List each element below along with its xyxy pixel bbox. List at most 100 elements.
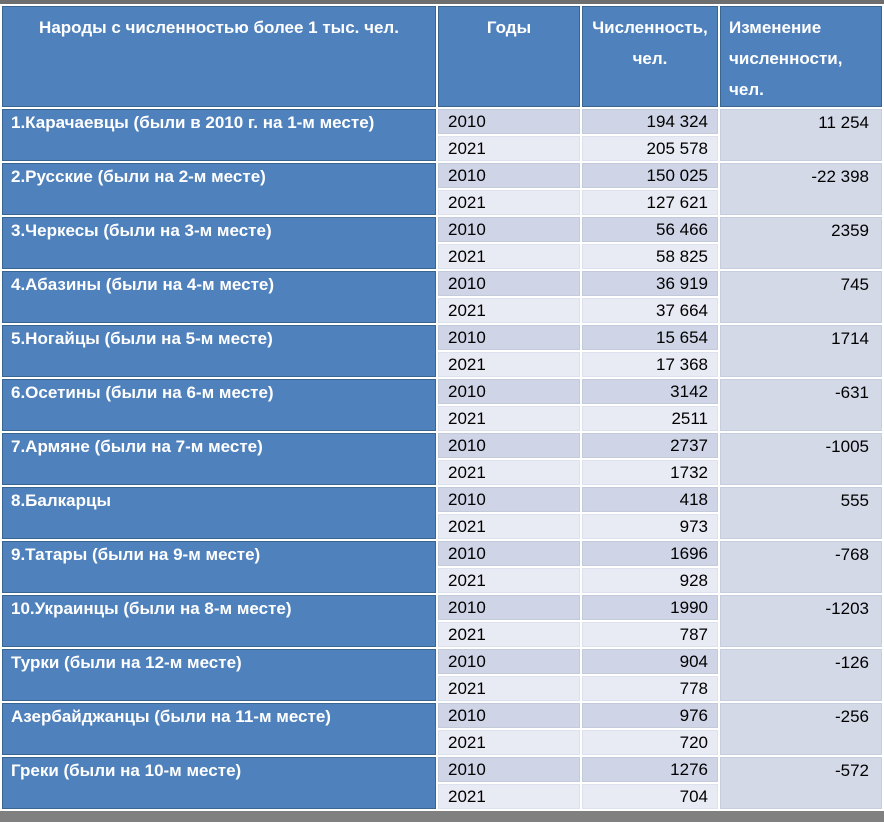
population-change-value: 555 (720, 487, 882, 539)
table-row: 4.Абазины (были на 4-м месте) 2010 36 919 7… (2, 271, 882, 323)
ethnic-group-name: 6.Осетины (были на 6-м месте) (2, 379, 436, 431)
population-2010-value: 976 (582, 703, 718, 728)
ethnic-group-name: Турки (были на 12-м месте) (2, 649, 436, 701)
population-2010-value: 1696 (582, 541, 718, 566)
table-row: 3.Черкесы (были на 3-м месте) 2010 56 466 2… (2, 217, 882, 269)
population-2010-value: 3142 (582, 379, 718, 404)
population-table: Народы с численностью более 1 тыс. чел. … (0, 4, 884, 811)
population-change-value: -126 (720, 649, 882, 701)
population-2021-value: 2511 (582, 406, 718, 431)
population-2021-value: 1732 (582, 460, 718, 485)
year-label-2021: 2021 (438, 784, 580, 809)
year-label-2010: 2010 (438, 217, 580, 242)
population-2021-value: 720 (582, 730, 718, 755)
population-2021-value: 58 825 (582, 244, 718, 269)
year-label-2021: 2021 (438, 352, 580, 377)
year-label-2021: 2021 (438, 676, 580, 701)
year-label-2021: 2021 (438, 298, 580, 323)
population-2021-value: 17 368 (582, 352, 718, 377)
year-label-2010: 2010 (438, 649, 580, 674)
population-change-value: 745 (720, 271, 882, 323)
table-row: 2021 205 578 (2, 136, 882, 161)
population-2021-value: 205 578 (582, 136, 718, 161)
table-row: 10.Украинцы (были на 8-м месте) 2010 1990-… (2, 595, 882, 647)
population-2021-value: 37 664 (582, 298, 718, 323)
table-header: Народы с численностью более 1 тыс. чел. … (2, 6, 882, 107)
ethnic-group-name: Греки (были на 10-м месте) (2, 757, 436, 809)
year-label-2021: 2021 (438, 568, 580, 593)
table-row: Азербайджанцы (были на 11-м месте) 2010 97… (2, 703, 882, 755)
year-label-2010: 2010 (438, 541, 580, 566)
population-change-value: 1714 (720, 325, 882, 377)
year-label-2021: 2021 (438, 190, 580, 215)
year-label-2021: 2021 (438, 622, 580, 647)
ethnic-group-name: 4.Абазины (были на 4-м месте) (2, 271, 436, 323)
population-2021-value: 787 (582, 622, 718, 647)
population-2010-value: 2737 (582, 433, 718, 458)
year-label-2010: 2010 (438, 379, 580, 404)
table-row: 2021 928 (2, 568, 882, 593)
year-label-2021: 2021 (438, 136, 580, 161)
population-change-value: -768 (720, 541, 882, 593)
population-2021-value: 973 (582, 514, 718, 539)
year-label-2010: 2010 (438, 325, 580, 350)
ethnic-group-name: 10.Украинцы (были на 8-м месте) (2, 595, 436, 647)
year-label-2010: 2010 (438, 595, 580, 620)
top-edge-bar (0, 0, 884, 4)
table-row: 2021 973 (2, 514, 882, 539)
table-row: 2.Русские (были на 2-м месте) 2010 150 025… (2, 163, 882, 215)
table-row: 6.Осетины (были на 6-м месте) 2010 3142 -63… (2, 379, 882, 431)
table-row: Турки (были на 12-м месте) 2010 904 -126 (2, 649, 882, 701)
year-label-2021: 2021 (438, 406, 580, 431)
ethnic-group-name: 5.Ногайцы (были на 5-м месте) (2, 325, 436, 377)
population-2021-value: 928 (582, 568, 718, 593)
table-row: 2021 58 825 (2, 244, 882, 269)
header-population: Численность, чел. (582, 6, 718, 107)
table-row: 8.Балкарцы 2010 418 555 (2, 487, 882, 539)
population-2010-value: 1990 (582, 595, 718, 620)
population-2010-value: 15 654 (582, 325, 718, 350)
table-row: Греки (были на 10-м месте) 2010 1276 -572 (2, 757, 882, 809)
table-row: 2021 778 (2, 676, 882, 701)
table-row: 5.Ногайцы (были на 5-м месте) 2010 15 654 1… (2, 325, 882, 377)
year-label-2021: 2021 (438, 730, 580, 755)
year-label-2010: 2010 (438, 433, 580, 458)
table-row: 2021 1732 (2, 460, 882, 485)
population-change-value: 11 254 (720, 109, 882, 161)
header-change: Изменение численности, чел. (720, 6, 882, 107)
population-2021-value: 127 621 (582, 190, 718, 215)
table-row: 2021 37 664 (2, 298, 882, 323)
table-row: 9.Татары (были на 9-м месте) 2010 1696 -768 (2, 541, 882, 593)
population-2010-value: 150 025 (582, 163, 718, 188)
ethnic-group-name: Азербайджанцы (были на 11-м месте) (2, 703, 436, 755)
population-change-value: -631 (720, 379, 882, 431)
year-label-2021: 2021 (438, 514, 580, 539)
population-change-value: -572 (720, 757, 882, 809)
population-2010-value: 904 (582, 649, 718, 674)
year-label-2010: 2010 (438, 757, 580, 782)
year-label-2010: 2010 (438, 109, 580, 134)
year-label-2010: 2010 (438, 703, 580, 728)
ethnic-group-name: 2.Русские (были на 2-м месте) (2, 163, 436, 215)
year-label-2010: 2010 (438, 163, 580, 188)
population-change-value: -22 398 (720, 163, 882, 215)
ethnic-group-name: 7.Армяне (были на 7-м месте) (2, 433, 436, 485)
header-peoples: Народы с численностью более 1 тыс. чел. (2, 6, 436, 107)
table-row: 2021 127 621 (2, 190, 882, 215)
population-change-value: 2359 (720, 217, 882, 269)
header-years: Годы (438, 6, 580, 107)
table-row: 1.Карачаевцы (были в 2010 г. на 1-м мест… (2, 109, 882, 161)
bottom-edge-bar (0, 811, 884, 822)
ethnic-group-name: 1.Карачаевцы (были в 2010 г. на 1-м мест… (2, 109, 436, 161)
table-row: 2021 720 (2, 730, 882, 755)
ethnic-group-name: 9.Татары (были на 9-м месте) (2, 541, 436, 593)
table-row: 7.Армяне (были на 7-м месте) 2010 2737 -100… (2, 433, 882, 485)
year-label-2021: 2021 (438, 460, 580, 485)
population-2010-value: 418 (582, 487, 718, 512)
population-2021-value: 704 (582, 784, 718, 809)
population-2010-value: 36 919 (582, 271, 718, 296)
ethnic-group-name: 3.Черкесы (были на 3-м месте) (2, 217, 436, 269)
population-2010-value: 1276 (582, 757, 718, 782)
population-change-value: -1203 (720, 595, 882, 647)
population-change-value: -1005 (720, 433, 882, 485)
